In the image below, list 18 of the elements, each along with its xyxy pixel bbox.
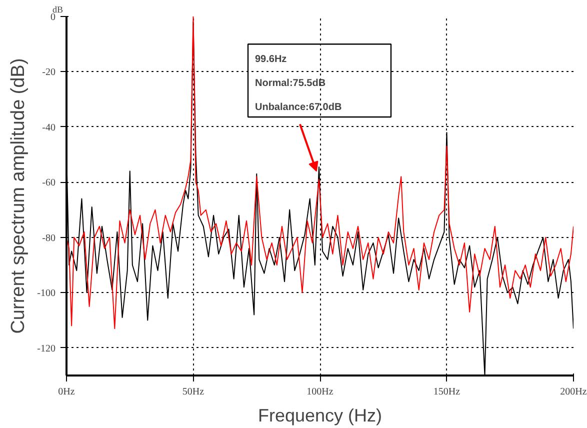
y-tick-label: 0 (50, 12, 56, 23)
annotation: 99.6Hz (254, 54, 287, 65)
y-tick-label: -60 (42, 178, 56, 189)
x-tick-label: 150Hz (433, 386, 461, 398)
y-tick-label: -40 (42, 122, 56, 134)
y-tick-label: -120 (37, 343, 56, 354)
y-tick-label: -100 (37, 288, 56, 300)
x-tick-label: 50Hz (182, 386, 205, 398)
x-tick-label: 100Hz (306, 386, 334, 398)
y-tick-label: -80 (42, 232, 56, 244)
x-axis-title: Frequency (Hz) (258, 406, 382, 426)
annotation: Normal:75.5dB (254, 78, 326, 89)
x-tick-label: 0Hz (58, 386, 76, 398)
x-tick-label: 200Hz (560, 386, 587, 398)
annotation: Unbalance:67.0dB (254, 102, 342, 113)
y-tick-label: -20 (42, 67, 56, 78)
text: dB (52, 4, 64, 14)
y-axis-title: Current spectrum amplitude (dB) (8, 58, 30, 334)
